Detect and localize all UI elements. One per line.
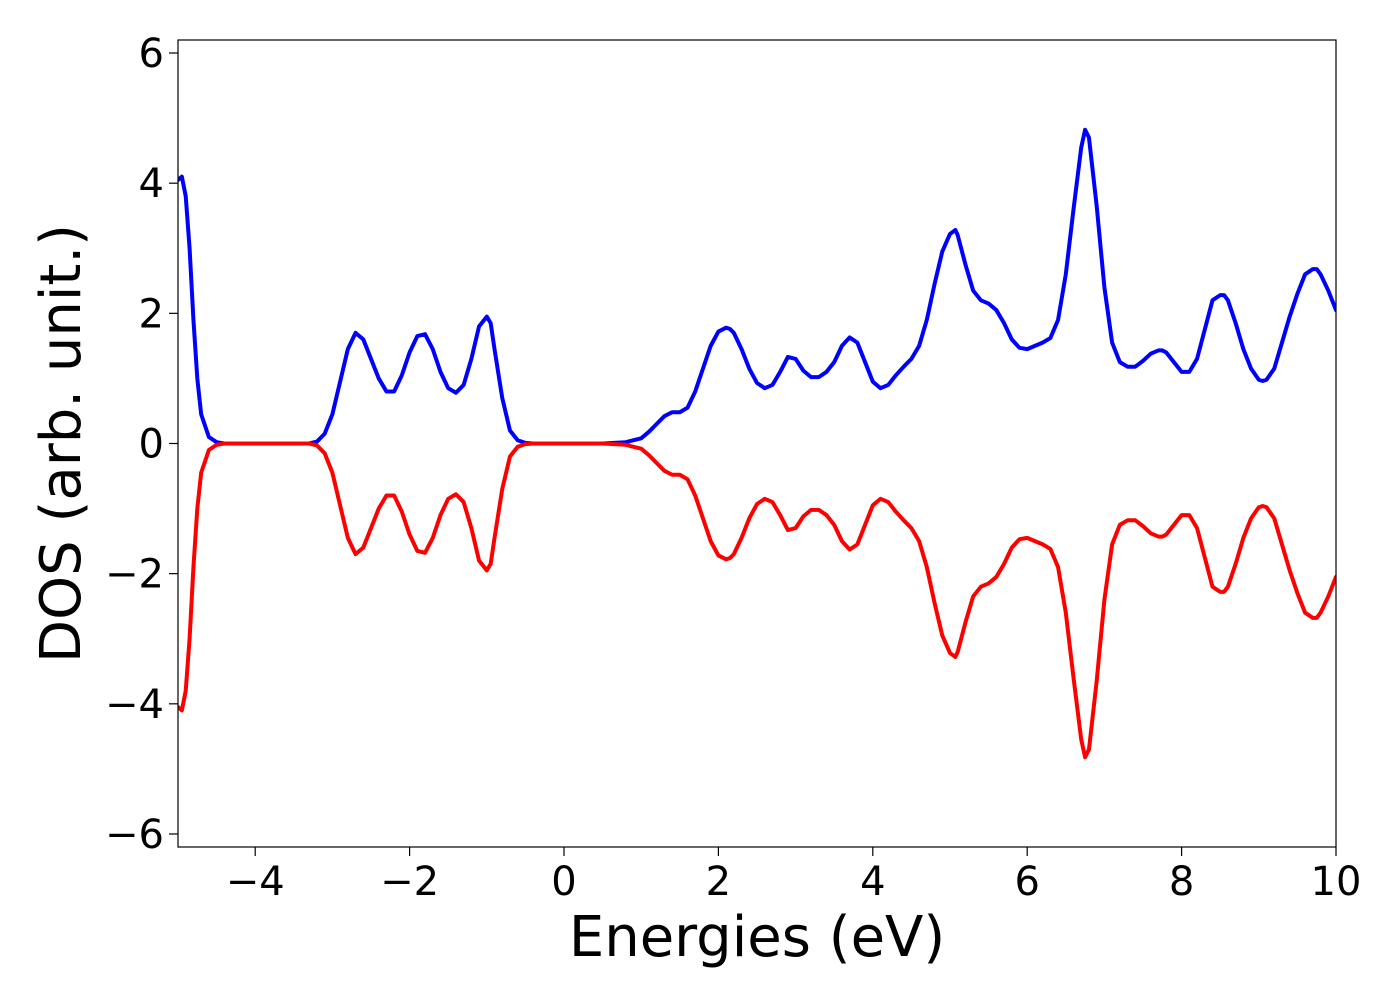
series-line-1: [178, 127, 1336, 446]
y-tick-label: −6: [105, 812, 164, 858]
y-tick-label: −2: [105, 552, 164, 598]
x-tick-label: −4: [226, 859, 285, 905]
x-tick-label: 6: [1014, 859, 1039, 905]
x-tick-label: 10: [1311, 859, 1362, 905]
series-layer: [178, 127, 1336, 760]
x-tick-label: 4: [860, 859, 885, 905]
x-tick-label: −2: [380, 859, 439, 905]
y-tick-label: 6: [139, 31, 164, 77]
y-tick-label: 4: [139, 161, 164, 207]
y-tick-label: −4: [105, 682, 164, 728]
x-tick-label: 0: [551, 859, 576, 905]
plot-frame: [177, 39, 1337, 848]
y-axis-label: DOS (arb. unit.): [29, 224, 94, 663]
x-axis-label: Energies (eV): [569, 905, 945, 970]
y-tick-label: 2: [139, 291, 164, 337]
axis-ticks: −4 −2 0 2 4 6 8 10 −6 −4 −2 0 2 4 6: [105, 31, 1361, 905]
x-tick-label: 8: [1169, 859, 1194, 905]
x-tick-label: 2: [706, 859, 731, 905]
y-tick-label: 0: [139, 422, 164, 468]
series-line-2: [178, 441, 1336, 760]
